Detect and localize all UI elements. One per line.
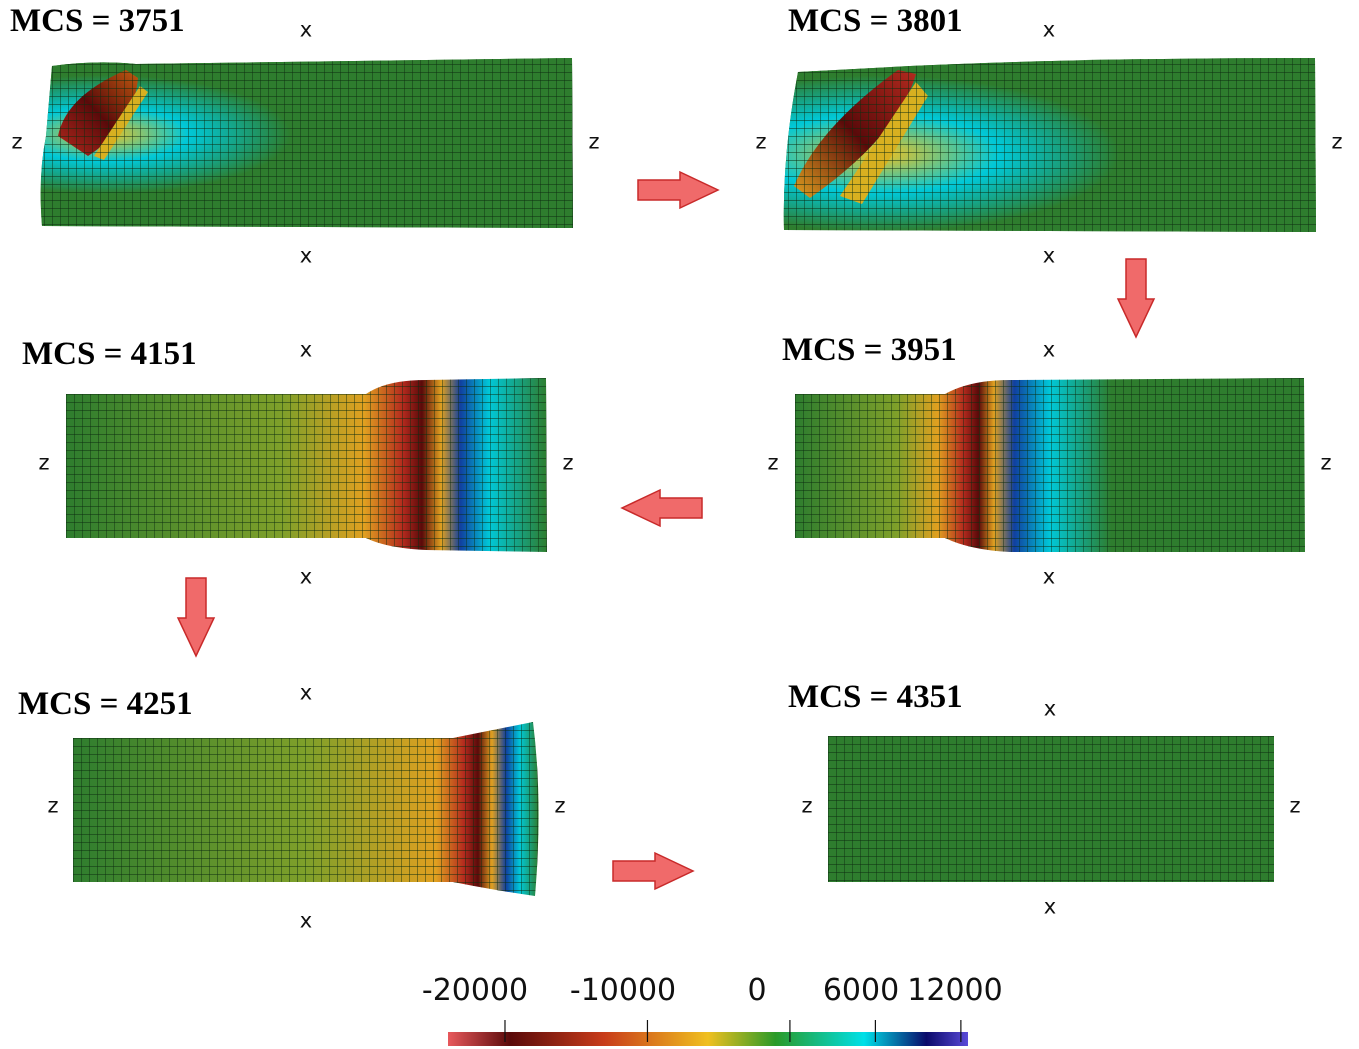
colorbar-tick-label: 12000 (907, 973, 1003, 1008)
panel-title-3751: MCS = 3751 (10, 3, 185, 39)
mesh-panel-4251 (73, 722, 539, 896)
axis-label-z-left: z (755, 129, 767, 154)
axis-label-z-right: z (554, 793, 566, 818)
arrow-left-icon (620, 488, 703, 528)
mesh-panel-4151 (66, 378, 547, 552)
axis-label-x-top: x (299, 680, 313, 705)
axis-label-x-top: x (1043, 696, 1057, 721)
colorbar-tick-label: 6000 (822, 973, 900, 1008)
panel-title-4351: MCS = 4351 (788, 679, 963, 715)
panel-title-4151: MCS = 4151 (22, 336, 197, 372)
arrow-right-icon (637, 170, 720, 210)
axis-label-x-bottom: x (1043, 894, 1057, 919)
colorbar-tick-label: 0 (747, 973, 767, 1008)
axis-label-z-left: z (11, 129, 23, 154)
axis-label-z-left: z (38, 450, 50, 475)
mesh-panel-4351 (828, 736, 1274, 882)
panel-title-4251: MCS = 4251 (18, 686, 193, 722)
axis-label-z-left: z (767, 450, 779, 475)
axis-label-x-bottom: x (1042, 564, 1056, 589)
axis-label-x-bottom: x (1042, 243, 1056, 268)
colorbar (448, 1020, 968, 1046)
arrow-right-icon (612, 851, 695, 891)
axis-label-z-right: z (1289, 793, 1301, 818)
axis-label-x-top: x (1042, 17, 1056, 42)
axis-label-z-right: z (588, 129, 600, 154)
axis-label-x-bottom: x (299, 908, 313, 933)
axis-label-x-top: x (1042, 337, 1056, 362)
colorbar-tick-label: -10000 (569, 973, 677, 1008)
axis-label-z-left: z (47, 793, 59, 818)
axis-label-x-bottom: x (299, 243, 313, 268)
axis-label-z-right: z (1331, 129, 1343, 154)
axis-label-z-right: z (562, 450, 574, 475)
axis-label-z-right: z (1320, 450, 1332, 475)
mesh-panel-3951 (795, 378, 1305, 552)
mesh-panel-3801 (783, 58, 1316, 232)
panel-title-3801: MCS = 3801 (788, 3, 963, 39)
axis-label-x-top: x (299, 337, 313, 362)
axis-label-x-top: x (299, 17, 313, 42)
arrow-down-icon (176, 577, 216, 658)
panel-title-3951: MCS = 3951 (782, 332, 957, 368)
mesh-panel-3751 (40, 58, 573, 228)
colorbar-gradient (448, 1032, 968, 1046)
axis-label-z-left: z (801, 793, 813, 818)
axis-label-x-bottom: x (299, 564, 313, 589)
arrow-down-icon (1116, 258, 1156, 339)
colorbar-tick-label: -20000 (421, 973, 529, 1008)
